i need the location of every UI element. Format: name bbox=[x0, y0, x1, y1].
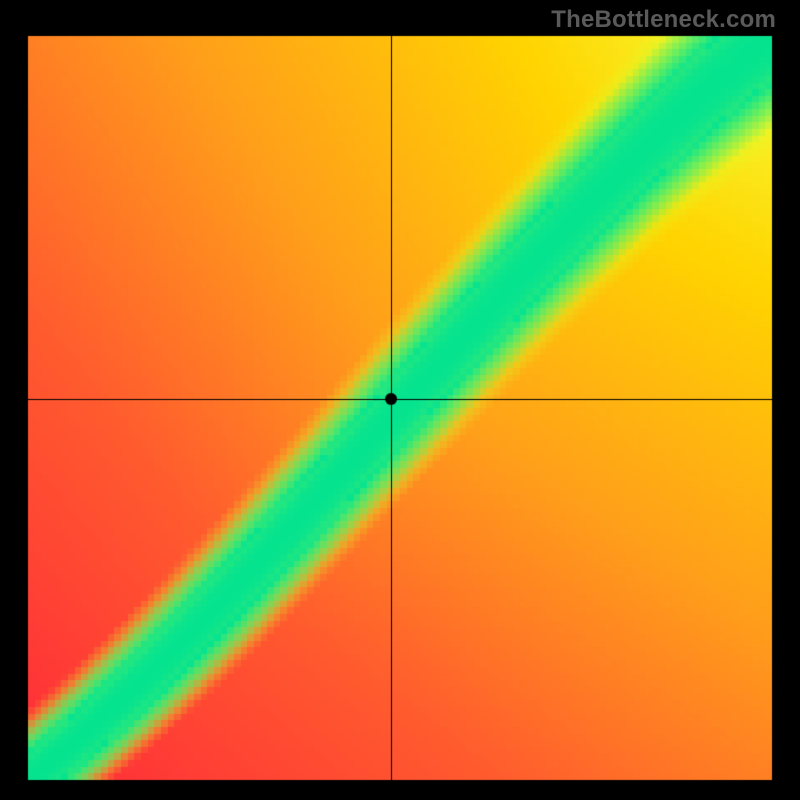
watermark-text: TheBottleneck.com bbox=[551, 6, 776, 34]
bottleneck-heatmap bbox=[0, 0, 800, 800]
chart-container: { "watermark": { "text": "TheBottleneck.… bbox=[0, 0, 800, 800]
